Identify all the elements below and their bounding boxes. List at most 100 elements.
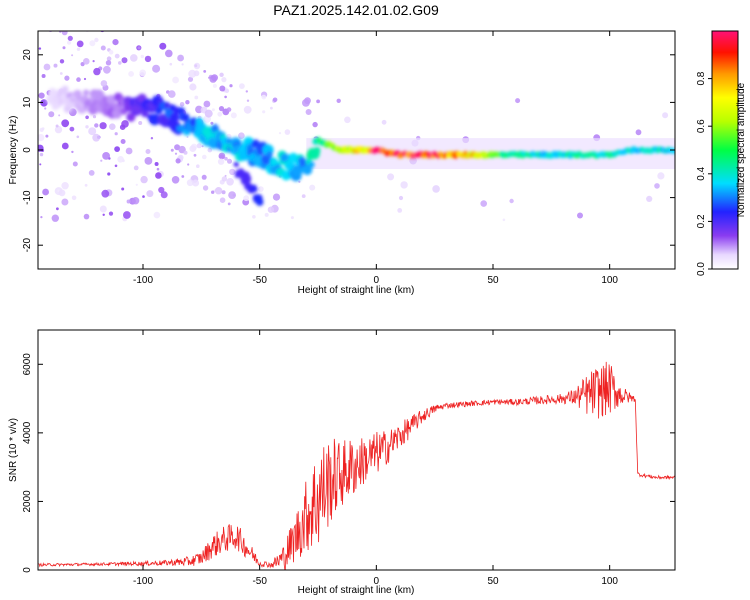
spectral-speckle <box>64 75 70 81</box>
x-tick-label: 100 <box>601 576 618 587</box>
spectral-speckle <box>201 145 204 148</box>
spectral-speckle <box>88 127 97 136</box>
spectral-speckle <box>121 57 128 64</box>
snr-y-label: SNR (10 * v/v) <box>8 418 19 482</box>
snr-x-axis: -100 -50 0 50 100 <box>133 330 618 587</box>
spectral-speckle <box>135 183 138 186</box>
spectral-speckle <box>51 214 59 222</box>
spectral-speckle <box>155 172 162 179</box>
spectrogram-y-axis: -20 -10 0 10 20 <box>22 49 675 252</box>
spectral-speckle <box>207 147 213 153</box>
spectral-speckle <box>227 158 232 164</box>
spectral-speckle <box>238 132 245 139</box>
spectral-speckle <box>126 199 131 204</box>
spectral-speckle <box>120 0 126 2</box>
spectral-speckle <box>298 180 301 183</box>
x-tick-label: -50 <box>252 275 267 286</box>
spectral-ridge <box>46 85 675 206</box>
spectral-speckle <box>221 176 228 182</box>
spectral-speckle <box>509 198 514 204</box>
spectral-speckle <box>76 135 80 139</box>
spectral-speckle <box>108 211 114 216</box>
spectral-speckle <box>219 85 226 92</box>
spectral-speckle <box>112 39 119 46</box>
spectral-speckle <box>189 145 197 153</box>
spectral-speckle <box>92 133 101 142</box>
spectral-speckle <box>262 110 266 114</box>
spectral-speckle <box>226 133 232 139</box>
spectral-speckle <box>202 154 207 160</box>
spectral-speckle <box>131 197 140 205</box>
spectral-speckle <box>177 54 185 62</box>
ridge-mark <box>126 112 136 122</box>
x-tick-label: 0 <box>374 275 380 286</box>
spectral-speckle <box>145 11 150 16</box>
colorbar-tick-label: 0.8 <box>696 71 707 85</box>
spectrogram-y-label: Frequency (Hz) <box>8 116 19 185</box>
ridge-mark <box>61 85 69 93</box>
spectral-speckle <box>243 195 250 202</box>
spectral-speckle <box>61 31 68 36</box>
spectral-speckle <box>101 189 110 198</box>
spectral-speckle <box>226 178 234 186</box>
spectral-speckle <box>115 8 119 12</box>
spectral-speckle <box>217 158 225 165</box>
ridge-mark <box>83 89 90 96</box>
spectral-speckle <box>114 132 118 136</box>
spectral-speckle <box>432 185 440 193</box>
spectral-speckle <box>114 146 120 153</box>
spectral-speckle <box>193 70 200 77</box>
x-tick-label: 100 <box>601 275 618 286</box>
spectral-speckle <box>245 90 248 93</box>
spectral-speckle <box>144 55 152 63</box>
spectral-speckle <box>94 123 99 128</box>
spectral-speckle <box>264 212 269 217</box>
spectral-speckle <box>154 3 160 9</box>
spectral-speckle <box>99 122 107 130</box>
spectral-speckle <box>172 76 180 84</box>
spectral-speckle <box>185 100 190 105</box>
spectral-speckle <box>53 63 58 68</box>
spectral-speckle <box>194 95 199 100</box>
spectral-speckle <box>193 153 197 157</box>
spectral-speckle <box>38 134 45 142</box>
spectral-speckle <box>89 40 96 47</box>
spectral-speckle <box>192 179 200 187</box>
spectral-speckle <box>301 194 306 199</box>
spectral-speckle <box>212 83 217 88</box>
ridge-mark <box>73 89 82 99</box>
spectral-speckle <box>100 45 106 51</box>
spectrogram-x-axis: -100 -50 0 50 100 <box>133 31 618 286</box>
ridge-mark <box>177 107 185 115</box>
spectral-speckle <box>59 72 63 75</box>
y-tick-label: 20 <box>22 49 33 61</box>
branch-mark <box>252 186 258 192</box>
ridge-mark <box>106 94 117 105</box>
y-tick-label: 2000 <box>22 490 33 513</box>
spectrogram-image <box>38 0 675 222</box>
spectral-speckle <box>174 152 178 155</box>
spectral-speckle <box>55 124 59 128</box>
y-tick-label: 10 <box>22 96 33 108</box>
spectral-speckle <box>159 42 167 50</box>
spectral-speckle <box>61 198 69 206</box>
spectral-speckle <box>224 88 230 94</box>
ridge-mark <box>149 113 161 126</box>
spectral-speckle <box>42 188 49 196</box>
ridge-mark <box>169 112 180 123</box>
x-tick-label: 0 <box>374 576 380 587</box>
spectral-speckle <box>88 170 95 176</box>
x-tick-label: 50 <box>487 275 499 286</box>
spectral-speckle <box>92 115 97 119</box>
spectral-speckle <box>187 163 190 166</box>
spectral-speckle <box>258 186 264 192</box>
ridge-mark <box>313 147 321 154</box>
spectral-speckle <box>662 112 669 119</box>
spectral-speckle <box>252 215 256 219</box>
spectral-speckle <box>83 58 90 65</box>
spectral-speckle <box>201 174 207 180</box>
ridge-mark <box>308 161 315 168</box>
spectral-speckle <box>76 40 84 48</box>
spectral-speckle <box>54 125 63 134</box>
